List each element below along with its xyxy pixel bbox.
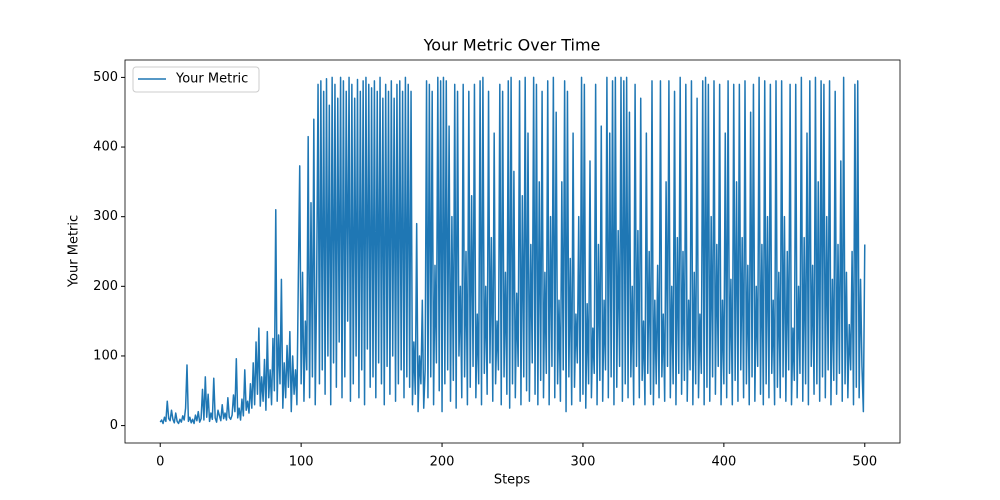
y-axis-label: Your Metric (67, 215, 82, 288)
line-series (159, 76, 866, 425)
y-tick-label: 300 (93, 209, 118, 224)
x-tick-label: 100 (289, 455, 314, 470)
legend-label: Your Metric (175, 72, 248, 87)
x-axis-label: Steps (494, 473, 531, 488)
x-tick-label: 300 (571, 455, 596, 470)
y-tick-label: 0 (110, 418, 118, 433)
legend-box (132, 66, 260, 93)
x-tick-label: 200 (430, 455, 455, 470)
plot-frame (124, 59, 901, 444)
y-tick-label: 200 (93, 279, 118, 294)
x-tick-label: 400 (711, 455, 736, 470)
y-tick-label: 100 (93, 348, 118, 363)
y-tick-label: 500 (93, 70, 118, 85)
chart-title: Your Metric Over Time (423, 36, 601, 55)
x-tick-label: 500 (852, 455, 877, 470)
x-tick-label: 0 (156, 455, 164, 470)
y-tick-label: 400 (93, 140, 118, 155)
